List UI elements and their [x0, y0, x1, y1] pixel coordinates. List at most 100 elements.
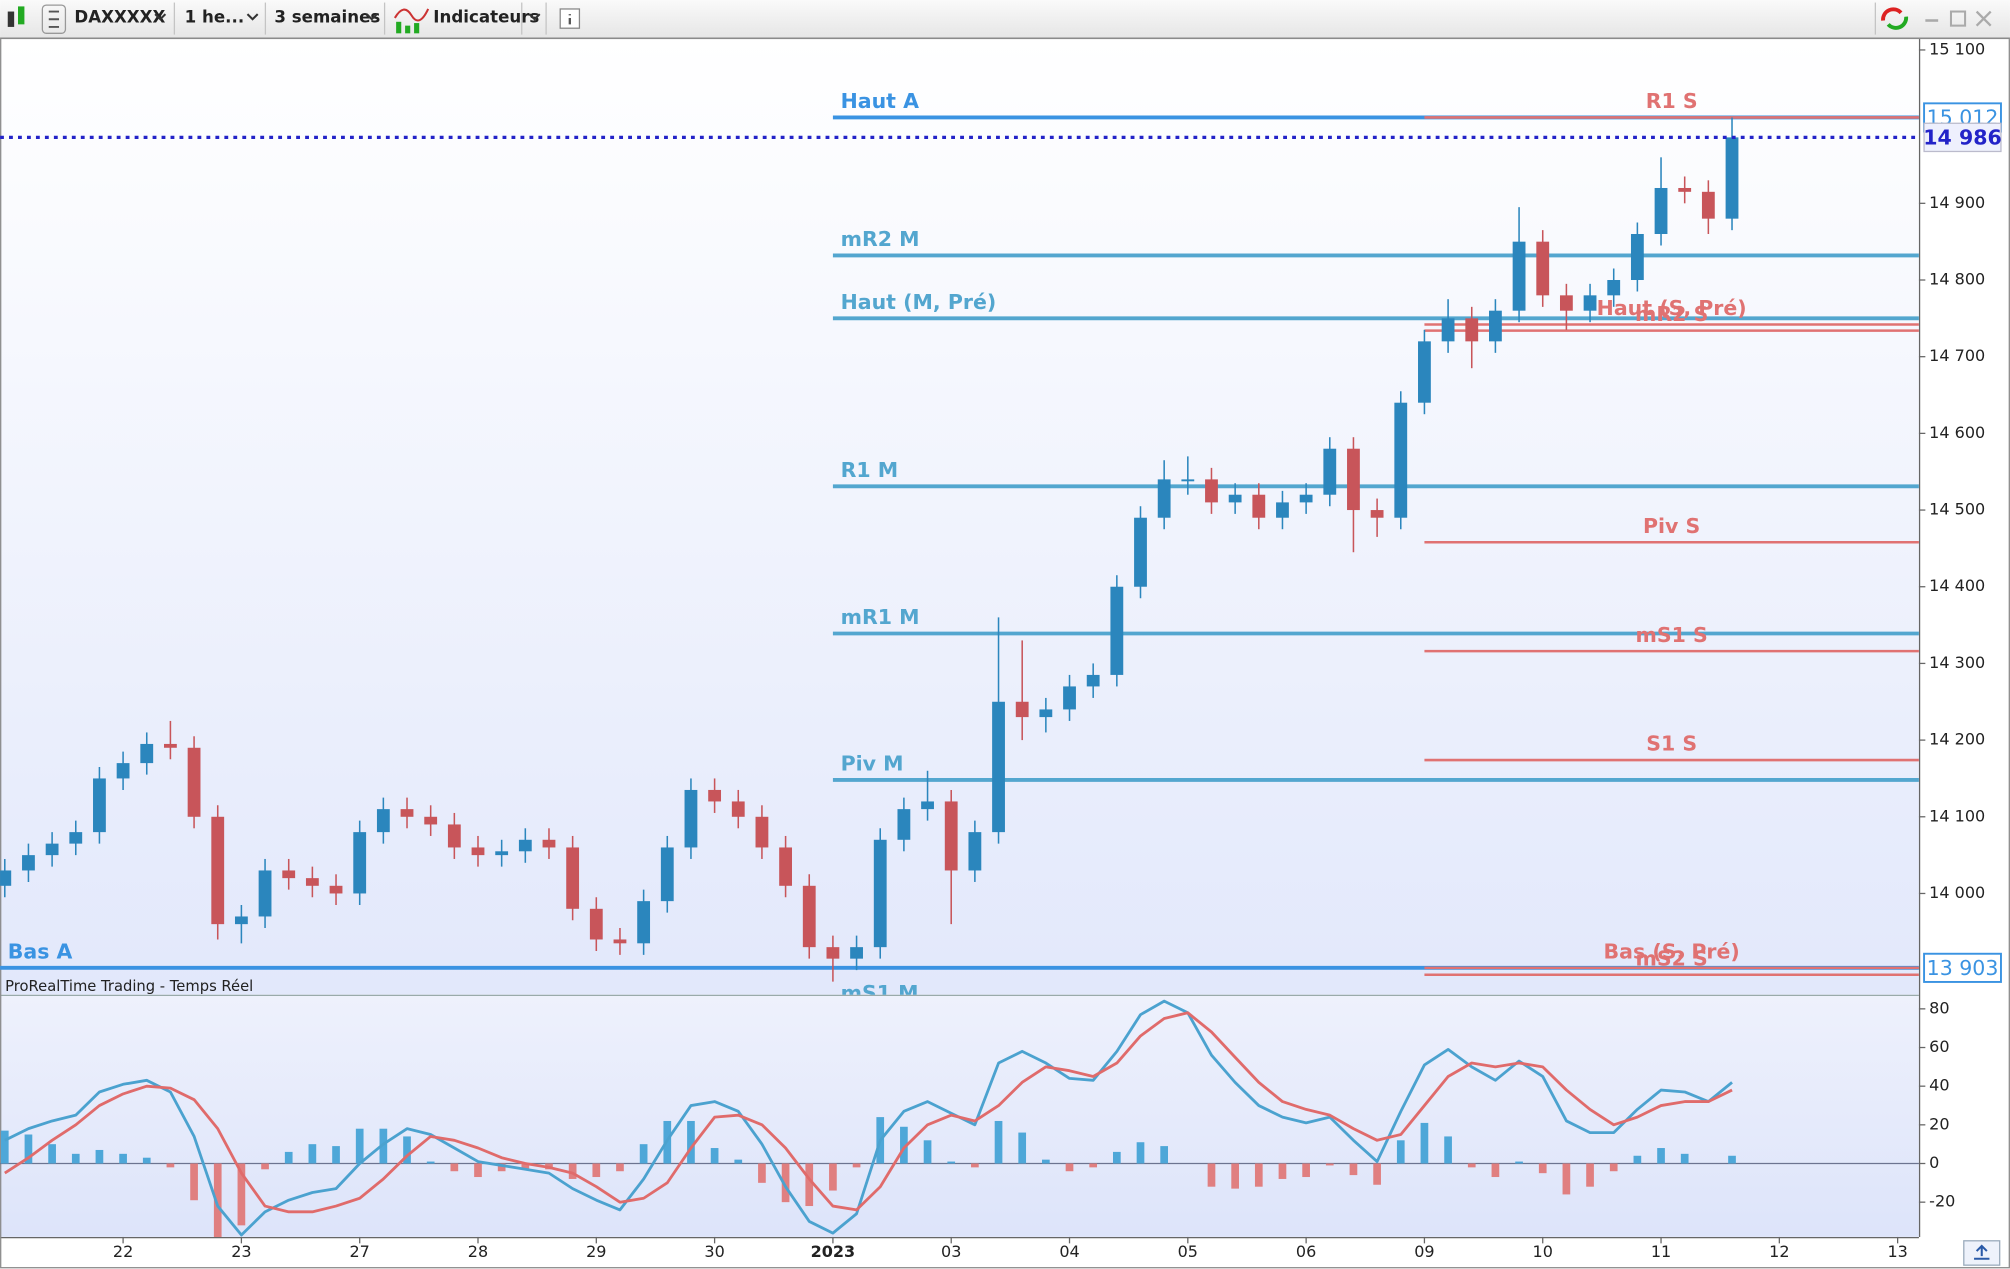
candle-body: [1039, 709, 1053, 718]
scroll-button[interactable]: [1963, 1240, 2001, 1266]
histogram-bar: [1467, 1163, 1476, 1168]
candle-body: [211, 816, 225, 925]
x-tick-label: 12: [1769, 1242, 1789, 1261]
candle-body: [992, 701, 1005, 833]
histogram-bar: [426, 1161, 435, 1164]
level-label: Bas (S, Pré): [1604, 939, 1740, 963]
level-label: Bas A: [8, 939, 73, 963]
histogram-bar: [829, 1163, 837, 1191]
candle-body: [353, 832, 367, 894]
histogram-bar: [971, 1163, 979, 1168]
candle-body: [755, 816, 769, 848]
candle-body: [1512, 241, 1526, 311]
x-tick-label: 10: [1533, 1242, 1553, 1261]
y-tick-label: 14 400: [1929, 576, 1985, 595]
level-label: mR1 M: [841, 605, 920, 629]
level-label: R1 M: [841, 458, 899, 482]
period-selector[interactable]: 3 semaines: [274, 7, 380, 26]
histogram-bar: [24, 1134, 33, 1164]
histogram-bar: [1728, 1155, 1736, 1164]
toolbar: [0, 0, 2010, 38]
candle-body: [22, 855, 35, 871]
candle-body: [164, 743, 177, 748]
x-tick-label: 09: [1414, 1242, 1434, 1261]
histogram-bar: [592, 1163, 601, 1178]
indicator-line: [4, 999, 1733, 1237]
y-tick-label: 14 800: [1929, 270, 1985, 289]
candle-body: [613, 939, 627, 944]
candle-body: [1157, 479, 1171, 518]
x-tick-label: 13: [1887, 1242, 1907, 1261]
histogram-bar: [1136, 1142, 1145, 1164]
link-button[interactable]: [41, 4, 67, 34]
candle-body: [234, 916, 248, 925]
timeframe: 1 he...: [185, 7, 245, 26]
maximize-button[interactable]: [1949, 10, 1967, 27]
histogram-bar: [403, 1136, 411, 1164]
histogram-bar: [1065, 1163, 1074, 1172]
indicators-button[interactable]: Indicateurs: [393, 2, 541, 35]
close-button[interactable]: [1975, 10, 1992, 27]
chart-style-button[interactable]: [7, 6, 25, 27]
candle-body: [684, 789, 698, 848]
histogram-bar: [1112, 1151, 1121, 1164]
candle-body: [1370, 510, 1384, 518]
indicator-plot: [0, 999, 1919, 1237]
candle-body: [282, 870, 296, 879]
y-tick-label: 0: [1929, 1153, 1939, 1172]
histogram-bar: [497, 1163, 506, 1172]
histogram-bar: [639, 1144, 648, 1164]
candle-body: [873, 839, 887, 948]
candle-body: [779, 847, 792, 886]
axes: 15 100 14 900 14 800 14 700 14 600 14 500 14 4…: [113, 39, 2002, 1261]
histogram-bar: [805, 1163, 814, 1207]
candle-body: [69, 832, 83, 844]
info-button[interactable]: [559, 8, 581, 29]
refresh-button[interactable]: [1881, 7, 1909, 30]
histogram-bar: [1373, 1163, 1381, 1185]
histogram-bar: [1657, 1148, 1665, 1164]
histogram-bar: [355, 1128, 364, 1164]
candle-body: [566, 847, 580, 909]
histogram-bar: [1586, 1163, 1594, 1187]
candle-body: [1489, 310, 1502, 342]
watermark: ProRealTime Trading - Temps Réel: [5, 978, 253, 995]
candle-body: [376, 809, 390, 833]
y-tick-label: 40: [1929, 1076, 1949, 1095]
y-tick-label: 60: [1929, 1037, 1949, 1056]
candle-body: [329, 885, 343, 894]
histogram-bar: [781, 1163, 790, 1203]
histogram-bar: [142, 1157, 151, 1164]
histogram-bar: [1515, 1161, 1523, 1164]
candle-body: [1418, 341, 1431, 403]
histogram-bar: [450, 1163, 459, 1172]
candle-body: [897, 809, 911, 840]
x-tick-label: 05: [1178, 1242, 1198, 1261]
time-axis: [0, 1236, 1919, 1269]
candle-body: [921, 801, 934, 810]
candle-body: [1086, 674, 1100, 687]
price-panel: [0, 38, 1919, 995]
candle-body: [802, 885, 816, 948]
candle-body: [116, 763, 130, 779]
candle-body: [1536, 241, 1550, 296]
x-tick-label: 28: [468, 1242, 488, 1261]
histogram-bar: [379, 1128, 388, 1164]
candle-body: [258, 870, 272, 917]
candle-body: [1110, 586, 1124, 675]
histogram-bar: [213, 1163, 222, 1237]
level-label: Piv M: [841, 752, 904, 776]
y-tick-label: 14 100: [1929, 806, 1985, 825]
x-tick-label: 04: [1059, 1242, 1079, 1261]
level-label: S1 S: [1646, 732, 1697, 756]
candle-body: [447, 824, 461, 848]
histogram-bar: [1349, 1163, 1358, 1176]
y-tick-label: 14 000: [1929, 883, 1985, 902]
candle-body: [1678, 187, 1692, 192]
timeframe-selector[interactable]: 1 he...: [185, 7, 259, 26]
candle-body: [1134, 517, 1147, 587]
x-tick-label: 03: [941, 1242, 961, 1261]
symbol-selector[interactable]: DAXXXXX: [74, 7, 167, 26]
histogram-bar: [1231, 1163, 1239, 1189]
histogram-bar: [284, 1151, 293, 1164]
